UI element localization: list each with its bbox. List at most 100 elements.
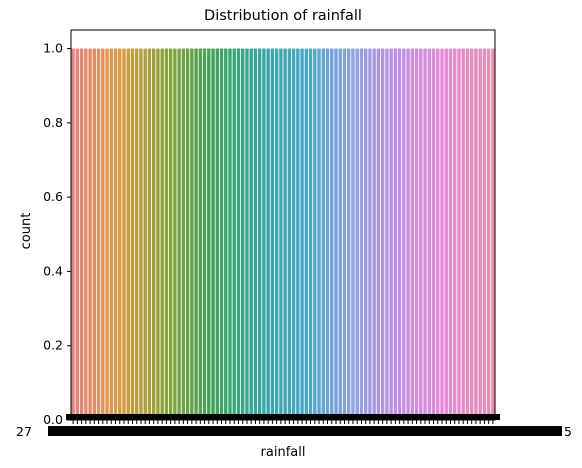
bar xyxy=(461,48,465,420)
bar xyxy=(236,48,241,420)
bar xyxy=(482,48,487,420)
bar xyxy=(453,48,457,420)
bar xyxy=(423,48,427,420)
bar xyxy=(88,48,92,420)
x-axis-label: rainfall xyxy=(261,445,306,460)
bar xyxy=(164,48,169,420)
bar xyxy=(385,48,389,420)
y-tick-label: 0.6 xyxy=(43,189,63,204)
bar xyxy=(139,48,143,420)
plot-frame xyxy=(70,29,496,421)
bar xyxy=(211,48,215,420)
bar xyxy=(474,48,478,420)
bar xyxy=(160,48,164,420)
bar xyxy=(440,48,444,420)
bar xyxy=(393,48,398,420)
bar xyxy=(224,48,228,420)
x-axis-ticks: 27 5 xyxy=(16,414,572,439)
bar xyxy=(168,48,173,420)
bar xyxy=(491,48,495,420)
bar xyxy=(342,48,347,420)
bar xyxy=(181,48,186,420)
bar xyxy=(113,48,118,420)
bar xyxy=(105,48,109,420)
bar xyxy=(351,48,355,420)
bar xyxy=(75,48,80,420)
bar xyxy=(308,48,313,420)
bar xyxy=(215,48,219,420)
bar xyxy=(296,48,300,420)
bar xyxy=(436,48,440,420)
bar xyxy=(109,48,113,420)
bar xyxy=(130,48,135,420)
bar xyxy=(347,48,351,420)
bar xyxy=(156,48,160,420)
bar xyxy=(363,48,368,420)
bar xyxy=(300,48,304,420)
bar xyxy=(143,48,147,420)
x-tick-overlap-band xyxy=(66,414,500,420)
bar xyxy=(185,48,190,420)
bar xyxy=(270,48,275,420)
bar xyxy=(389,48,393,420)
y-tick-label: 0.4 xyxy=(43,263,63,278)
bar xyxy=(376,48,381,420)
bar xyxy=(253,48,258,420)
bar xyxy=(262,48,266,420)
bar xyxy=(257,48,262,420)
y-tick-label: 1.0 xyxy=(43,41,63,56)
bar xyxy=(478,48,482,420)
bar xyxy=(266,48,270,420)
bar xyxy=(448,48,453,420)
bar xyxy=(368,48,372,420)
bar xyxy=(101,48,105,420)
bar xyxy=(372,48,376,420)
bar xyxy=(431,48,436,420)
bar xyxy=(291,48,296,420)
bar xyxy=(419,48,423,420)
bar xyxy=(228,48,232,420)
bar xyxy=(219,48,224,420)
bar xyxy=(190,48,194,420)
bar xyxy=(410,48,415,420)
bar xyxy=(79,48,84,420)
bar xyxy=(194,48,198,420)
bar xyxy=(313,48,317,420)
bar xyxy=(321,48,325,420)
bar xyxy=(397,48,402,420)
bar xyxy=(122,48,126,420)
y-axis-ticks: 0.0 0.2 0.4 0.6 0.8 1.0 xyxy=(43,41,71,427)
bars-group xyxy=(71,48,495,420)
bar xyxy=(177,48,181,420)
bar xyxy=(359,48,364,420)
bar xyxy=(96,48,101,420)
bar xyxy=(334,48,338,420)
bar xyxy=(126,48,130,420)
y-tick-label: 0.2 xyxy=(43,338,63,353)
y-tick-label: 0.0 xyxy=(43,412,63,427)
bar xyxy=(207,48,211,420)
bar xyxy=(173,48,177,420)
bar xyxy=(232,48,236,420)
bar xyxy=(198,48,203,420)
bar xyxy=(427,48,431,420)
y-axis-label: count xyxy=(19,213,34,250)
bar xyxy=(317,48,321,420)
bar xyxy=(135,48,139,420)
bar xyxy=(241,48,245,420)
x-tick-labels-overlap xyxy=(48,426,562,436)
bar xyxy=(330,48,334,420)
bar xyxy=(202,48,207,420)
bar xyxy=(151,48,156,420)
bar xyxy=(380,48,385,420)
bar xyxy=(325,48,330,420)
bar xyxy=(283,48,287,420)
y-tick-label: 0.8 xyxy=(43,115,63,130)
bar xyxy=(469,48,474,420)
bar xyxy=(249,48,253,420)
bar xyxy=(147,48,152,420)
bar xyxy=(406,48,410,420)
chart-title: Distribution of rainfall xyxy=(204,8,362,24)
